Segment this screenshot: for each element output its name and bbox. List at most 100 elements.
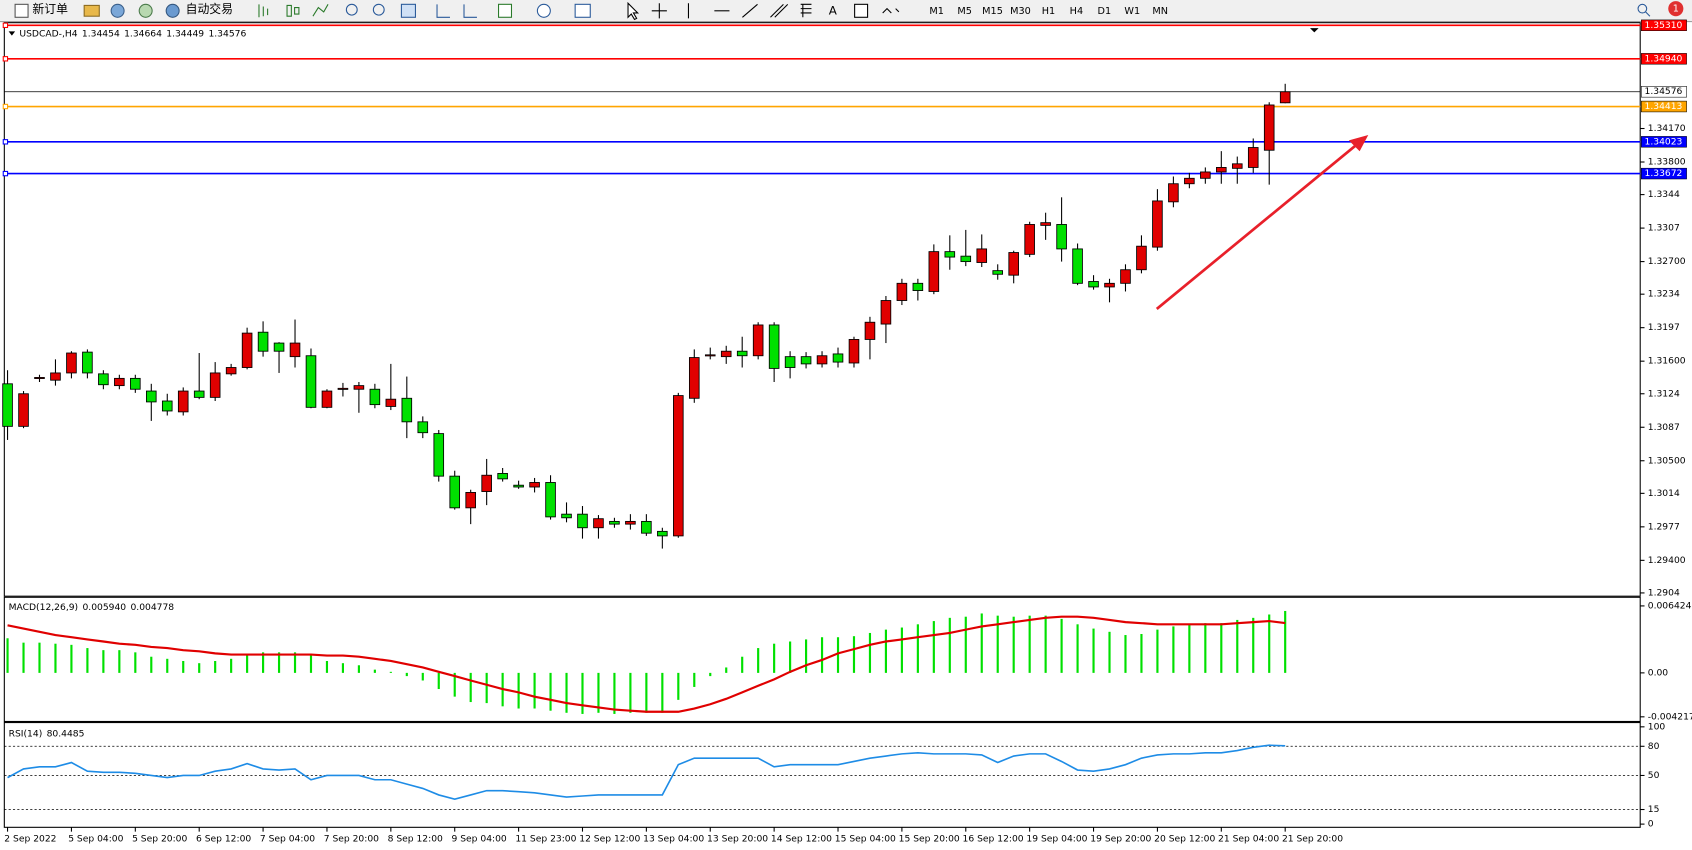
candle-body [193,390,205,398]
indicators[interactable] [497,3,513,18]
candle-body [18,393,29,427]
new-order-icon [14,3,29,18]
candle-body [114,377,125,387]
candle-body [257,331,269,352]
candle-body [768,324,780,369]
candle-body [944,251,956,258]
timeframe-button[interactable]: D1 [1098,6,1112,17]
candle-body [1279,91,1291,104]
y-tick-label: 80 [1648,741,1660,752]
arrows-tool[interactable] [882,7,900,14]
level-handle [2,56,9,62]
candle-body [1200,171,1211,179]
price-label: 1.34576 [1645,86,1683,97]
cursor-tool[interactable] [627,1,640,21]
timeframe-button[interactable]: MN [1152,6,1168,17]
market-icon[interactable] [110,3,125,18]
y-tick-label: -0.004217 [1648,711,1692,722]
toolbar [0,0,1692,22]
tile-windows[interactable] [400,3,416,18]
chart-tools [258,4,329,18]
timeframe-button[interactable]: H1 [1042,6,1055,17]
candle-body [561,513,572,519]
shift-marker [1310,28,1319,33]
rsi-window [3,722,1641,828]
candle-body [513,484,524,488]
channel-tool[interactable] [770,3,789,18]
candle-body [98,373,109,386]
y-tick-label: 1.29400 [1648,555,1686,566]
candle-body [577,513,588,529]
header-part: 1.34449 [166,28,204,39]
candle-body [1136,245,1147,271]
x-tick-label: 19 Sep 20:00 [1090,834,1151,845]
x-tick-label: 19 Sep 04:00 [1026,834,1087,845]
candle-body [66,352,77,374]
x-tick-label: 16 Sep 12:00 [963,834,1024,845]
candle-body [337,387,349,390]
candle-body [816,355,828,365]
candle-body [1152,200,1163,248]
candle-body [625,520,636,525]
x-tick-label: 5 Sep 04:00 [68,834,123,845]
search-icon[interactable] [1637,3,1648,14]
candle-body [704,354,716,357]
candle-body [800,356,812,365]
timeframe-button[interactable]: W1 [1124,6,1140,17]
y-tick-label: 1.2977 [1648,521,1680,532]
trend-arrow [1155,139,1363,310]
fibo-tool[interactable] [800,3,812,18]
crosshair-tool[interactable] [651,3,667,19]
history-icon[interactable] [83,4,100,17]
x-tick-label: 2 Sep 2022 [4,834,56,845]
line-tool[interactable] [312,4,329,17]
plots: 1.34170 1.33800 1.3344 1.3307 1.32700 1.3234 1… [2,19,1692,845]
candle-body [1231,163,1243,169]
candle-tool[interactable] [286,4,300,17]
label-tool[interactable] [854,3,869,18]
timeframe-button[interactable]: H4 [1070,6,1083,17]
candle-body [960,255,972,263]
auto-trading-button[interactable]: 自动交易 [165,2,233,18]
signal-icon[interactable] [138,3,153,18]
signal-line [7,615,1286,713]
timeframe-button[interactable]: M1 [929,6,944,17]
price-label: 1.33672 [1645,168,1683,179]
autoscroll[interactable] [436,4,450,18]
trend-arrow-head [1348,135,1369,152]
candle-body [688,357,700,399]
price-label-box [1641,136,1687,148]
timeframe-button[interactable]: M5 [957,6,972,17]
bar-chart-tool[interactable] [258,4,269,18]
price-label: 1.35310 [1645,20,1683,31]
notification-badge[interactable] [1668,1,1684,17]
templates[interactable] [574,3,591,18]
x-tick-label: 11 Sep 23:00 [515,834,576,845]
text-tool[interactable]: A [829,3,838,17]
timeframe-button[interactable]: M15 [982,6,1003,17]
candle-body [34,377,45,379]
candle-body [209,372,221,398]
new-order-button[interactable]: 新订单 [14,2,68,18]
candle-body [864,321,876,340]
header-part: 0.004778 [130,601,174,612]
candle-body [529,482,540,488]
candle-body [1168,183,1179,203]
timeframe-button[interactable]: M30 [1010,6,1031,17]
candle-body [369,388,381,406]
candle-body [50,372,61,381]
chart-shift[interactable] [463,4,477,18]
zoom-out[interactable] [372,3,385,16]
candle-body [1247,147,1259,168]
candle-body [2,383,13,427]
macd-header: MACD(12,26,9) 0.005940 0.004778 [9,601,175,612]
x-tick-label: 14 Sep 12:00 [771,834,832,845]
zoom-in[interactable] [345,3,358,16]
periods[interactable] [536,3,551,18]
timeframes: M1 M5 M15 M30 H1 H4 D1 W1 MN [929,6,1168,17]
candle-body [1056,224,1067,250]
y-tick-label: 1.3307 [1648,223,1680,234]
trendline-tool[interactable] [742,3,758,18]
chart-header: USDCAD-,H4 1.34454 1.34664 1.34449 1.34576 [19,28,246,39]
header-part: 80.4485 [47,728,85,739]
